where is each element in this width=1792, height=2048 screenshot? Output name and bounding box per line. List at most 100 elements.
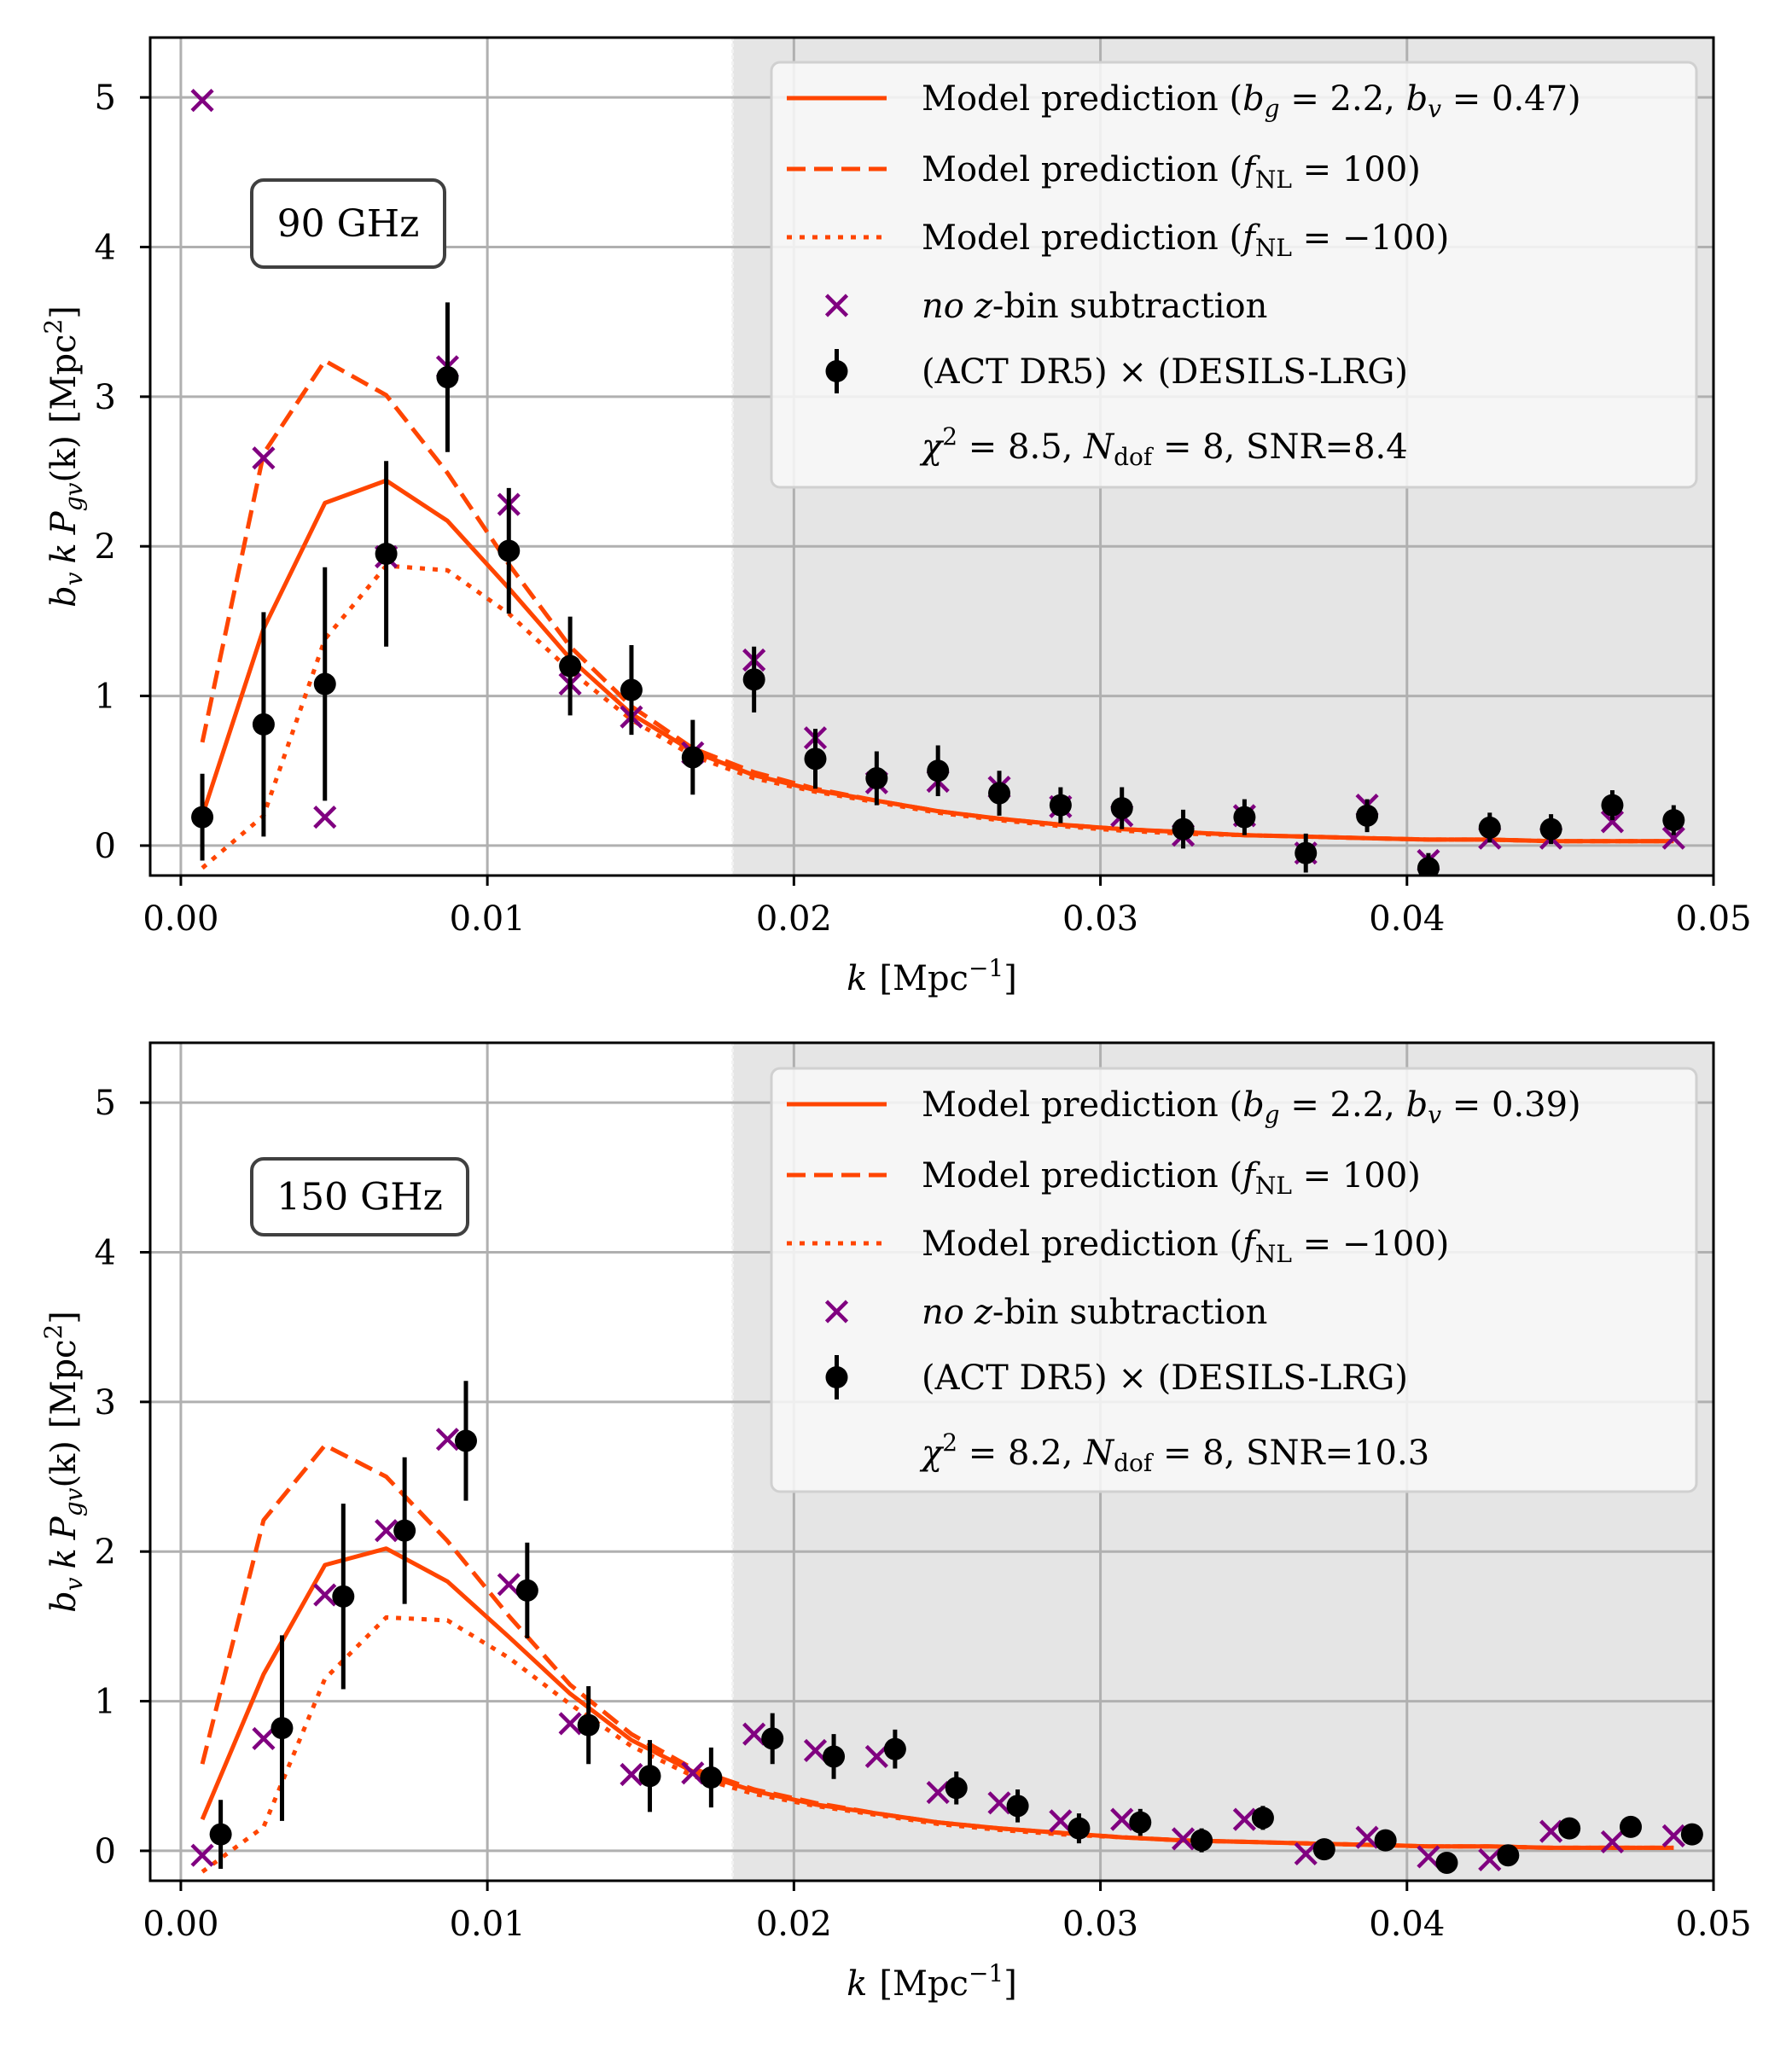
no-zbin-cross-marker	[620, 1762, 643, 1787]
x-label-close: ]	[1004, 959, 1017, 998]
no-zbin-cross-marker	[742, 1722, 766, 1746]
y-tick-label: 0	[95, 827, 116, 866]
data-point	[945, 1777, 968, 1800]
data-point	[1539, 817, 1562, 841]
no-zbin-cross-marker	[1049, 1809, 1073, 1833]
no-zbin-cross-marker	[1294, 1841, 1318, 1866]
data-point	[332, 1585, 355, 1608]
data-point	[1251, 1807, 1274, 1830]
no-zbin-cross-marker	[1417, 1845, 1440, 1869]
x-tick-label: 0.04	[1369, 1905, 1445, 1944]
no-zbin-cross-marker	[375, 1519, 399, 1543]
legend-label-no-zbin: no z-bin subtraction	[922, 1293, 1267, 1332]
no-zbin-cross-marker	[1661, 826, 1685, 850]
text-part: = 100)	[1292, 150, 1421, 189]
x-label-var: k	[847, 1964, 867, 2004]
x-tick-label: 0.01	[450, 899, 526, 939]
frequency-label: 90 GHz	[277, 202, 420, 246]
x-label-var: k	[847, 959, 867, 998]
legend-label-no-zbin: no z-bin subtraction	[922, 287, 1267, 326]
legend-label-data: (ACT DR5) × (DESILS-LRG)	[922, 1359, 1408, 1398]
no-zbin-cross-marker	[313, 806, 337, 829]
data-point	[865, 767, 888, 790]
text-part: v	[1428, 1101, 1441, 1129]
data-point	[1435, 1851, 1458, 1874]
y-label-P: P	[44, 1516, 84, 1540]
y-tick-label: 0	[95, 1832, 116, 1871]
text-part: Model prediction (	[922, 79, 1242, 119]
data-point	[1295, 841, 1318, 864]
data-point	[1312, 1838, 1335, 1861]
data-point	[1680, 1823, 1703, 1846]
text-part: = 2.2,	[1280, 1085, 1406, 1125]
text-part: b	[1406, 1085, 1428, 1125]
y-tick-label: 4	[95, 1234, 116, 1273]
no-zbin-cross-marker	[1600, 810, 1625, 834]
data-point	[804, 748, 827, 771]
data-point	[1068, 1817, 1091, 1840]
text-part: NL	[1255, 1172, 1292, 1200]
data-point	[742, 668, 765, 691]
x-tick-label: 0.05	[1675, 1905, 1751, 1944]
text-part: 2	[942, 1428, 957, 1457]
data-point	[1497, 1844, 1520, 1867]
legend: Model prediction (bg = 2.2, bv = 0.47)Mo…	[770, 61, 1698, 489]
text-part: = −100)	[1292, 1225, 1449, 1264]
legend-label-fit-stats: χ2 = 8.5, Ndof = 8, SNR=8.4	[919, 422, 1408, 471]
data-point	[577, 1713, 600, 1737]
y-label-bsub: v	[60, 572, 88, 585]
x-tick-label: 0.03	[1062, 1905, 1138, 1944]
data-point	[620, 678, 643, 701]
y-tick-label: 5	[95, 79, 116, 118]
y-label-sup: 2	[39, 1324, 67, 1340]
text-part: Model prediction (	[922, 1156, 1242, 1196]
text-part: no	[922, 1293, 964, 1332]
y-label-Psub: gv	[60, 1487, 88, 1516]
no-zbin-cross-marker	[1110, 1807, 1134, 1831]
y-label-Psub: gv	[60, 482, 88, 511]
data-point	[497, 539, 521, 562]
text-part: -bin subtraction	[992, 287, 1267, 326]
no-zbin-markers	[190, 1428, 1685, 1872]
no-zbin-cross-marker	[1539, 1819, 1563, 1843]
text-part: = 8.5,	[957, 428, 1084, 467]
no-zbin-cross-marker	[190, 1843, 214, 1867]
text-part: g	[1265, 95, 1280, 123]
text-part: Model prediction (	[922, 150, 1242, 189]
legend-box	[770, 1067, 1698, 1493]
legend-box	[770, 61, 1698, 489]
model-line-dotted	[201, 563, 1674, 870]
x-tick-label: 0.03	[1062, 899, 1138, 939]
no-zbin-cross-marker	[1600, 1830, 1625, 1854]
data-point	[1417, 857, 1440, 876]
y-label-k: k	[44, 543, 84, 563]
data-points	[209, 1381, 1703, 1874]
data-point	[191, 806, 214, 829]
data-point	[1558, 1817, 1581, 1840]
text-part: no	[922, 287, 964, 326]
legend-point-icon	[825, 360, 848, 382]
text-part: = 0.47)	[1441, 79, 1581, 119]
no-zbin-cross-marker	[1171, 1827, 1196, 1851]
text-part: NL	[1255, 166, 1292, 194]
y-tick-label: 4	[95, 229, 116, 268]
x-tick-label: 0.01	[450, 1905, 526, 1944]
text-part: Model prediction (	[922, 1085, 1242, 1125]
y-label-P: P	[44, 510, 84, 535]
y-label-close: ]	[44, 305, 84, 319]
no-zbin-cross-marker	[681, 1761, 705, 1785]
data-point	[559, 655, 582, 678]
legend-label-model-fit: Model prediction (bg = 2.2, bv = 0.39)	[922, 1085, 1581, 1129]
no-zbin-cross-marker	[926, 1780, 950, 1805]
text-part: z	[974, 287, 993, 326]
data-point	[1356, 804, 1379, 827]
frequency-label-box	[250, 178, 446, 269]
data-point	[988, 782, 1011, 805]
text-part: NL	[1255, 1240, 1292, 1268]
x-tick-label: 0.05	[1675, 899, 1751, 939]
x-tick-label: 0.02	[756, 899, 832, 939]
data-point	[927, 759, 950, 783]
data-point	[515, 1579, 538, 1602]
